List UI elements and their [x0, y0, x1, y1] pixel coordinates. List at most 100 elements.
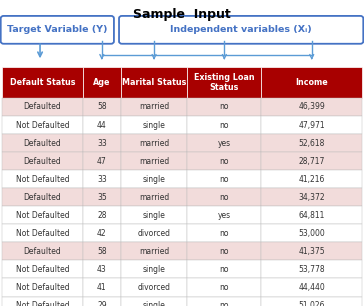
Bar — [261, 242, 362, 260]
Bar — [187, 98, 261, 116]
Bar — [121, 170, 187, 188]
Bar — [83, 260, 121, 278]
Text: 47: 47 — [97, 157, 107, 166]
Text: 64,811: 64,811 — [298, 211, 325, 220]
Bar — [83, 98, 121, 116]
Bar — [187, 152, 261, 170]
Text: 35: 35 — [97, 193, 107, 202]
Text: no: no — [219, 157, 229, 166]
Text: 44,440: 44,440 — [298, 283, 325, 292]
Bar — [187, 134, 261, 152]
Text: no: no — [219, 229, 229, 238]
Bar — [261, 67, 362, 98]
Text: married: married — [139, 193, 169, 202]
Text: Not Defaulted: Not Defaulted — [16, 301, 69, 306]
Text: 51,026: 51,026 — [298, 301, 325, 306]
Text: 29: 29 — [97, 301, 107, 306]
Text: Income: Income — [295, 78, 328, 87]
Bar — [83, 224, 121, 242]
Bar — [2, 134, 83, 152]
Bar — [83, 116, 121, 134]
Bar — [2, 278, 83, 297]
Text: single: single — [143, 301, 166, 306]
Bar — [261, 260, 362, 278]
Bar — [121, 224, 187, 242]
Bar — [83, 188, 121, 206]
Text: 34,372: 34,372 — [298, 193, 325, 202]
FancyBboxPatch shape — [1, 16, 114, 44]
Text: Not Defaulted: Not Defaulted — [16, 211, 69, 220]
Text: 42: 42 — [97, 229, 107, 238]
Bar — [83, 206, 121, 224]
Text: Existing Loan
Status: Existing Loan Status — [194, 73, 255, 92]
Bar — [83, 152, 121, 170]
Bar — [83, 134, 121, 152]
Text: no: no — [219, 283, 229, 292]
Text: single: single — [143, 121, 166, 129]
Text: 46,399: 46,399 — [298, 103, 325, 111]
Bar — [2, 242, 83, 260]
Bar — [187, 116, 261, 134]
Bar — [2, 188, 83, 206]
Text: Not Defaulted: Not Defaulted — [16, 229, 69, 238]
Text: Sample  Input: Sample Input — [133, 8, 231, 21]
Text: 43: 43 — [97, 265, 107, 274]
Text: Default Status: Default Status — [9, 78, 75, 87]
Text: Target Variable (Y): Target Variable (Y) — [7, 25, 108, 34]
Text: 47,971: 47,971 — [298, 121, 325, 129]
Text: married: married — [139, 103, 169, 111]
Text: 58: 58 — [97, 103, 107, 111]
Text: 41,375: 41,375 — [298, 247, 325, 256]
Text: Defaulted: Defaulted — [24, 157, 61, 166]
Bar — [2, 224, 83, 242]
Text: 53,000: 53,000 — [298, 229, 325, 238]
Bar — [261, 116, 362, 134]
Bar — [121, 67, 187, 98]
Text: single: single — [143, 211, 166, 220]
Text: single: single — [143, 265, 166, 274]
Bar — [83, 297, 121, 306]
Bar — [2, 98, 83, 116]
Bar — [187, 188, 261, 206]
Text: Defaulted: Defaulted — [24, 193, 61, 202]
Bar — [2, 67, 83, 98]
Bar — [261, 224, 362, 242]
Text: 58: 58 — [97, 247, 107, 256]
Text: yes: yes — [218, 211, 231, 220]
Text: married: married — [139, 139, 169, 147]
Text: 53,778: 53,778 — [298, 265, 325, 274]
Bar — [121, 242, 187, 260]
Text: divorced: divorced — [138, 229, 171, 238]
Text: 28,717: 28,717 — [298, 157, 325, 166]
Bar — [2, 206, 83, 224]
Bar — [261, 134, 362, 152]
Text: no: no — [219, 175, 229, 184]
Bar — [121, 206, 187, 224]
Text: divorced: divorced — [138, 283, 171, 292]
Bar — [187, 278, 261, 297]
Text: no: no — [219, 247, 229, 256]
Text: no: no — [219, 301, 229, 306]
Bar — [261, 297, 362, 306]
Text: Not Defaulted: Not Defaulted — [16, 283, 69, 292]
Bar — [2, 260, 83, 278]
Bar — [83, 242, 121, 260]
Bar — [187, 242, 261, 260]
Text: 41: 41 — [97, 283, 107, 292]
Text: no: no — [219, 121, 229, 129]
Text: 52,618: 52,618 — [298, 139, 325, 147]
Text: Marital Status: Marital Status — [122, 78, 186, 87]
Bar — [2, 297, 83, 306]
Text: single: single — [143, 175, 166, 184]
Bar — [187, 260, 261, 278]
Bar — [83, 67, 121, 98]
Bar — [187, 170, 261, 188]
Bar — [261, 152, 362, 170]
Bar — [261, 170, 362, 188]
FancyBboxPatch shape — [119, 16, 363, 44]
Bar — [83, 170, 121, 188]
Bar — [121, 260, 187, 278]
Text: Defaulted: Defaulted — [24, 103, 61, 111]
Text: Independent variables (Xᵢ): Independent variables (Xᵢ) — [170, 25, 312, 34]
Text: 41,216: 41,216 — [298, 175, 325, 184]
